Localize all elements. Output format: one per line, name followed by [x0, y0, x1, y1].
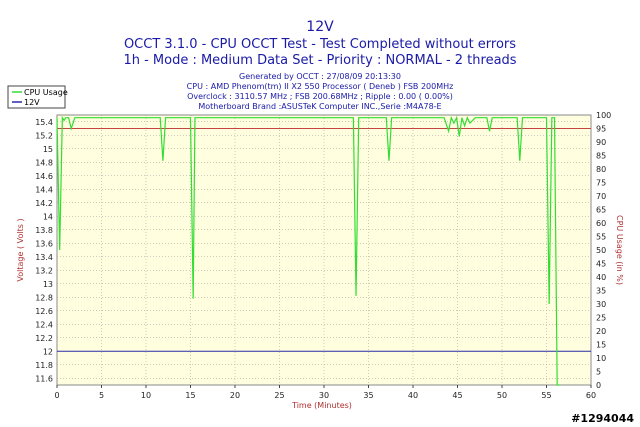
series-layer: [56, 115, 591, 386]
axis-ticks: 0 5 10 15 20 25 30 35 40 45 50 55 6011.611.81212.212…: [35, 111, 611, 400]
x-tick-label: 50: [497, 391, 507, 400]
x-tick-label: 55: [541, 391, 551, 400]
y-tick-label-right: 50: [596, 246, 606, 255]
y-tick-label-right: 90: [596, 138, 606, 147]
x-tick-label: 10: [141, 391, 151, 400]
x-axis-label: Time (Minutes): [291, 401, 352, 410]
y-tick-label-right: 45: [596, 260, 606, 269]
y-tick-label-right: 25: [596, 314, 606, 323]
y-tick-label-left: 13.2: [35, 266, 53, 275]
y-tick-label-right: 40: [596, 273, 606, 282]
y-tick-label-left: 14.4: [35, 185, 53, 194]
y-tick-label-right: 20: [596, 327, 606, 336]
x-tick-label: 15: [185, 391, 195, 400]
y-tick-label-right: 35: [596, 287, 606, 296]
x-tick-label: 25: [274, 391, 284, 400]
y-tick-label-right: 0: [596, 381, 601, 390]
y-tick-label-right: 85: [596, 152, 606, 161]
chart-subtitle-2: 1h - Mode : Medium Data Set - Priority :…: [123, 53, 516, 68]
y-tick-label-left: 13.8: [35, 226, 53, 235]
legend: CPU Usage 12V: [7, 85, 68, 109]
x-tick-label: 35: [363, 391, 373, 400]
y-tick-label-right: 55: [596, 233, 606, 242]
y-tick-label-left: 13.6: [35, 239, 53, 248]
y-tick-label-right: 70: [596, 192, 606, 201]
info-generated: Generated by OCCT : 27/08/09 20:13:30: [239, 72, 401, 81]
x-tick-label: 0: [54, 391, 59, 400]
y-tick-label-left: 11.6: [35, 374, 53, 383]
y-tick-label-left: 12.6: [35, 307, 53, 316]
y-tick-label-right: 30: [596, 300, 606, 309]
x-tick-label: 45: [452, 391, 462, 400]
y-tick-label-right: 75: [596, 179, 606, 188]
x-tick-label: 5: [99, 391, 104, 400]
y-axis-label-right: CPU Usage (in %): [615, 215, 624, 285]
series-line-cpu-usage: [56, 115, 560, 386]
y-tick-label-left: 13: [43, 280, 53, 289]
y-tick-label-right: 5: [596, 368, 601, 377]
y-tick-label-right: 100: [596, 111, 611, 120]
y-tick-label-left: 14.8: [35, 158, 53, 167]
watermark: #1294044: [571, 412, 634, 425]
y-tick-label-right: 80: [596, 165, 606, 174]
y-tick-label-right: 95: [596, 125, 606, 134]
y-tick-label-left: 14.2: [35, 199, 53, 208]
legend-label-12v: 12V: [24, 98, 40, 107]
legend-box: [7, 85, 66, 109]
y-tick-label-left: 13.4: [35, 253, 53, 262]
y-tick-label-left: 12.8: [35, 293, 53, 302]
x-tick-label: 30: [319, 391, 329, 400]
y-tick-label-left: 12.4: [35, 320, 53, 329]
y-tick-label-right: 65: [596, 206, 606, 215]
y-tick-label-left: 14.6: [35, 172, 53, 181]
y-tick-label-right: 10: [596, 354, 606, 363]
x-tick-label: 20: [230, 391, 240, 400]
info-overclock: Overclock : 3110.57 MHz ; FSB 200.68MHz …: [187, 92, 453, 101]
x-tick-label: 60: [586, 391, 596, 400]
y-tick-label-left: 14: [43, 212, 53, 221]
chart-title: 12V: [306, 19, 334, 35]
x-tick-label: 40: [408, 391, 418, 400]
y-tick-label-left: 11.8: [35, 361, 53, 370]
info-cpu: CPU : AMD Phenom(tm) II X2 550 Processor…: [187, 82, 454, 91]
y-tick-label-left: 15.2: [35, 131, 53, 140]
y-tick-label-left: 12: [43, 347, 53, 356]
y-tick-label-right: 15: [596, 341, 606, 350]
info-motherboard: Motherboard Brand :ASUSTeK Computer INC.…: [198, 102, 441, 111]
y-tick-label-left: 15: [43, 145, 53, 154]
y-tick-label-left: 12.2: [35, 334, 53, 343]
chart-subtitle-1: OCCT 3.1.0 - CPU OCCT Test - Test Comple…: [124, 37, 516, 52]
y-axis-label-left: Voltage ( Volts ): [16, 218, 25, 281]
y-tick-label-right: 60: [596, 219, 606, 228]
y-tick-label-left: 15.4: [35, 118, 53, 127]
legend-label-cpu-usage: CPU Usage: [24, 88, 68, 97]
